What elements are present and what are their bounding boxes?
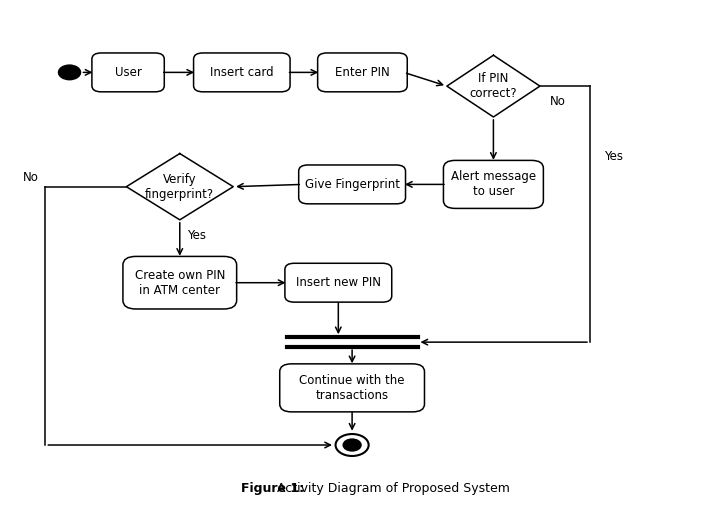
- FancyBboxPatch shape: [123, 257, 237, 309]
- Text: Verify
fingerprint?: Verify fingerprint?: [145, 173, 215, 201]
- Text: No: No: [550, 95, 567, 108]
- FancyBboxPatch shape: [92, 53, 164, 92]
- Text: If PIN
correct?: If PIN correct?: [470, 72, 517, 100]
- Circle shape: [58, 65, 80, 80]
- Text: Insert card: Insert card: [210, 66, 274, 79]
- Text: Activity Diagram of Proposed System: Activity Diagram of Proposed System: [273, 482, 510, 495]
- Text: Continue with the
transactions: Continue with the transactions: [299, 374, 405, 402]
- Text: Yes: Yes: [604, 150, 623, 164]
- Text: Create own PIN
in ATM center: Create own PIN in ATM center: [134, 269, 225, 297]
- Text: No: No: [22, 171, 39, 184]
- FancyBboxPatch shape: [280, 364, 424, 412]
- Text: Alert message
to user: Alert message to user: [451, 170, 536, 199]
- FancyBboxPatch shape: [285, 263, 392, 302]
- Text: Figure 1:: Figure 1:: [241, 482, 304, 495]
- Text: Insert new PIN: Insert new PIN: [296, 276, 381, 289]
- FancyBboxPatch shape: [444, 161, 544, 208]
- FancyBboxPatch shape: [299, 165, 406, 204]
- FancyBboxPatch shape: [317, 53, 407, 92]
- FancyBboxPatch shape: [194, 53, 290, 92]
- Text: Give Fingerprint: Give Fingerprint: [304, 178, 400, 191]
- Text: Enter PIN: Enter PIN: [335, 66, 390, 79]
- Text: User: User: [115, 66, 141, 79]
- Text: Yes: Yes: [187, 229, 207, 242]
- Circle shape: [343, 439, 361, 451]
